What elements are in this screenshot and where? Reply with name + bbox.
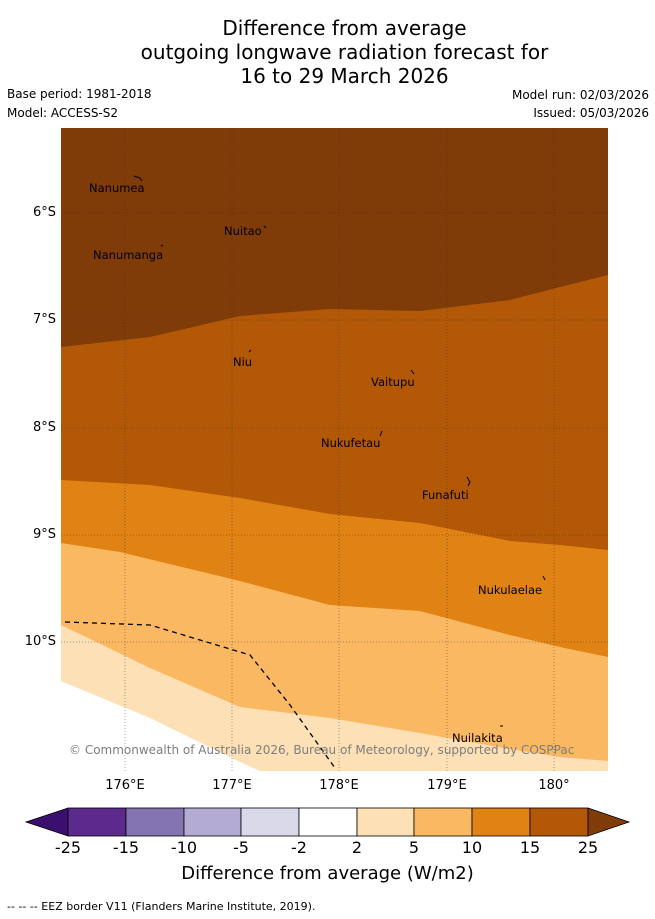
lat-label: 10°S [24, 634, 56, 649]
colorbar-extend-high [587, 807, 631, 837]
colorbar-segment [413, 807, 473, 837]
place-label: Nukufetau [321, 436, 380, 450]
title-line-3: 16 to 29 March 2026 [240, 64, 449, 88]
title-line-2: outgoing longwave radiation forecast for [140, 40, 549, 64]
colorbar-tick: 15 [519, 838, 541, 857]
island-shape [160, 244, 164, 247]
island-shape [248, 349, 252, 353]
colorbar-tick: 25 [577, 838, 599, 857]
title-line-1: Difference from average [222, 16, 467, 40]
place-label: Nukulaelae [478, 583, 542, 597]
base-period: Base period: 1981-2018 [7, 87, 152, 101]
lon-label: 180° [538, 778, 570, 793]
colorbar-segment [356, 807, 415, 837]
lon-label: 179°E [427, 778, 467, 793]
colorbar-segment [67, 807, 127, 837]
copyright-notice: © Commonwealth of Australia 2026, Bureau… [69, 743, 575, 757]
place-labels: Nanumea Nuitao Nanumanga Niu Vaitupu Nuk… [89, 181, 542, 745]
colorbar-extend-low [24, 807, 69, 837]
graticule [61, 128, 608, 771]
lon-label: 177°E [212, 778, 252, 793]
lat-label: 7°S [32, 312, 56, 327]
place-label: Funafuti [422, 488, 469, 502]
colorbar-segment [183, 807, 242, 837]
colorbar-segment [471, 807, 531, 837]
colorbar-segment [240, 807, 300, 837]
island-shape [379, 430, 383, 437]
contour-band-low-tail [61, 681, 260, 771]
island-shape [466, 476, 471, 487]
eez-border-line [64, 621, 336, 769]
place-label: Nuilakita [452, 731, 503, 745]
colorbar-tick: -25 [54, 838, 82, 857]
colorbar-tick: 2 [351, 838, 363, 857]
eez-border-legend: -- -- -- EEZ border V11 (Flanders Marine… [7, 900, 316, 913]
colorbar-tick: -15 [112, 838, 140, 857]
colorbar-segment [529, 807, 589, 837]
place-label: Nanumea [89, 181, 145, 195]
lon-label: 178°E [319, 778, 359, 793]
colorbar-title: Difference from average (W/m2) [181, 863, 474, 884]
place-label: Nanumanga [93, 248, 163, 262]
colorbar-tick: -2 [291, 838, 307, 857]
place-label: Nuitao [224, 224, 262, 238]
model-name: Model: ACCESS-S2 [7, 106, 119, 120]
island-markers [133, 175, 546, 727]
colorbar-tick: -10 [170, 838, 198, 857]
lat-label: 9°S [32, 527, 56, 542]
colorbar-segment [125, 807, 185, 837]
island-shape [410, 369, 415, 375]
colorbar-tick: -5 [233, 838, 249, 857]
island-shape [133, 175, 143, 182]
lon-label: 176°E [105, 778, 145, 793]
island-shape [263, 225, 267, 229]
place-label: Niu [233, 355, 252, 369]
model-run: Model run: 02/03/2026 [511, 88, 649, 102]
issued-date: Issued: 05/03/2026 [533, 106, 649, 120]
island-shape [542, 575, 546, 581]
lat-label: 8°S [32, 420, 56, 435]
colorbar [24, 807, 631, 837]
colorbar-segment [298, 807, 358, 837]
lat-label: 6°S [32, 205, 56, 220]
colorbar-tick: 10 [461, 838, 483, 857]
place-label: Vaitupu [371, 375, 415, 389]
map-title: Difference from average outgoing longwav… [0, 16, 655, 88]
contour-fill-group [61, 128, 608, 771]
colorbar-tick: 5 [408, 838, 420, 857]
contour-band-minus2-2 [61, 625, 608, 771]
